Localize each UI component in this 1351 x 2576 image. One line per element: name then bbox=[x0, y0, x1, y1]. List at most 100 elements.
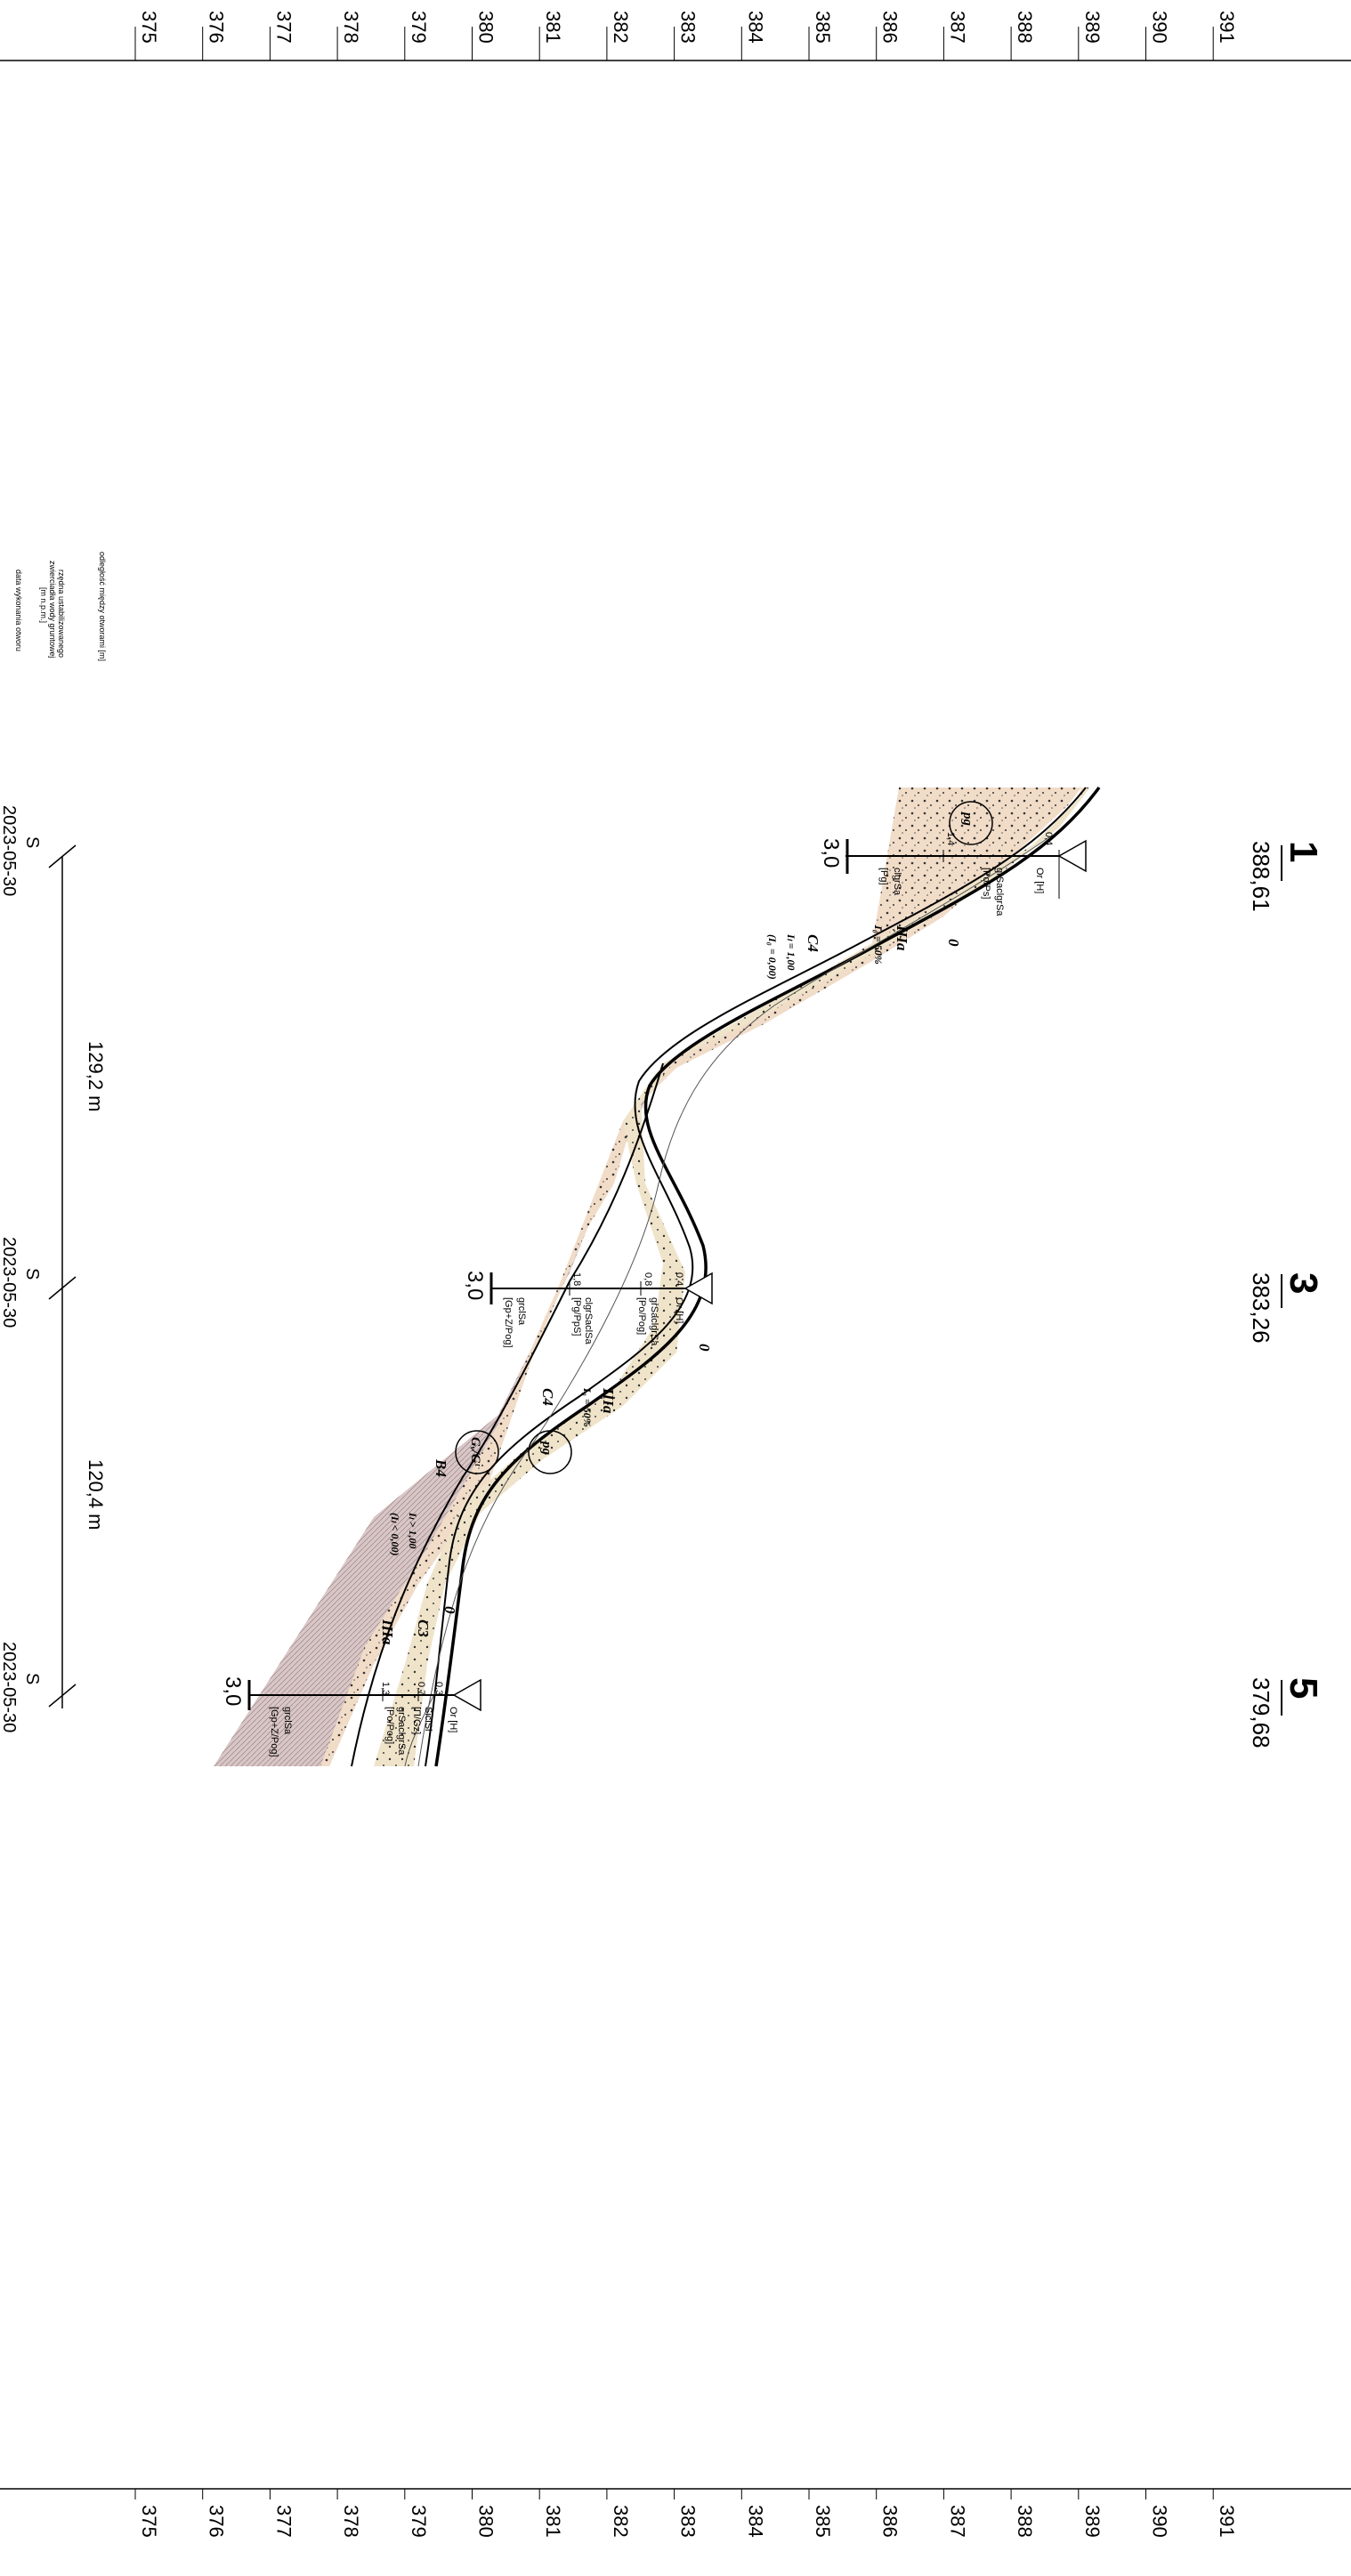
scale-label: 391 bbox=[1216, 11, 1238, 44]
borehole-s: S bbox=[22, 1268, 42, 1280]
bottom-scale-ticks: 375 376 377 378 379 380 381 382 383 384 385 386 387 3… bbox=[134, 2489, 1238, 2538]
scale-label: 383 bbox=[677, 11, 700, 44]
water-level-marker bbox=[452, 1678, 481, 1712]
borehole-3 bbox=[455, 1272, 713, 1474]
scale-label: 377 bbox=[272, 2505, 295, 2538]
soil-code: [Π/Gz] bbox=[411, 1707, 422, 1734]
scale-label: 385 bbox=[812, 2505, 834, 2538]
scale-label: 386 bbox=[879, 11, 902, 44]
layer-note: Iₗ = 1,00 bbox=[785, 933, 797, 971]
scale-label: 389 bbox=[1081, 2505, 1104, 2538]
layer-boundary-1 bbox=[351, 1062, 664, 1767]
scale-label: 388 bbox=[1014, 2505, 1036, 2538]
depth-mark: 0,8 bbox=[643, 1272, 653, 1286]
depth-mark: 1,4 bbox=[945, 832, 956, 845]
soil-code: grSaclgrSa bbox=[994, 868, 1005, 917]
scale-label: 390 bbox=[1149, 2505, 1171, 2538]
layer-label: C3 bbox=[415, 1619, 432, 1637]
scale-label: 386 bbox=[879, 2505, 902, 2538]
distance-label: 120,4 m bbox=[85, 1459, 107, 1530]
soil-code: [Po/Pog] bbox=[636, 1297, 647, 1335]
soil-code: [Po/Ps] bbox=[981, 868, 991, 899]
scale-label: 382 bbox=[610, 2505, 632, 2538]
scale-label: 387 bbox=[946, 2505, 968, 2538]
scale-label: 381 bbox=[542, 11, 564, 44]
scale-label: 385 bbox=[812, 11, 834, 44]
borehole-depth: 3,0 bbox=[819, 838, 843, 868]
layer-label: B4 bbox=[433, 1458, 449, 1477]
sample-circle-3 bbox=[455, 1430, 499, 1474]
scale-label: 384 bbox=[744, 2505, 766, 2538]
scale-label: 381 bbox=[542, 2505, 564, 2538]
layer-label: IIIa bbox=[600, 1387, 617, 1414]
terrain-surface-inner bbox=[425, 787, 1087, 1767]
scale-label: 384 bbox=[744, 11, 766, 44]
scale-label: 376 bbox=[206, 11, 228, 44]
legend-water-3: [m n.p.m.] bbox=[39, 587, 48, 623]
borehole-depth: 3,0 bbox=[463, 1271, 487, 1300]
depth-mark: 1,3 bbox=[380, 1682, 391, 1695]
scale-label: 375 bbox=[138, 11, 160, 44]
borehole-5 bbox=[247, 1678, 481, 1712]
scale-label: 380 bbox=[475, 11, 498, 44]
depth-mark: 1,8 bbox=[571, 1272, 582, 1286]
borehole-1 bbox=[845, 801, 1087, 899]
layer-note: (I₀ = 0,00) bbox=[766, 934, 779, 980]
layer-note: I₀ = 50% bbox=[581, 1387, 594, 1427]
layer-label: IIIa bbox=[379, 1619, 396, 1645]
borehole-date: 2023-05-30 bbox=[0, 1642, 19, 1732]
layer-note: Iₗ > 1,00 bbox=[407, 1512, 419, 1549]
soil-code: Or [H] bbox=[448, 1707, 458, 1732]
legend-water-1: rzędna ustabilizowanego bbox=[57, 569, 66, 658]
soil-code: [Gp+Z/Pog] bbox=[269, 1707, 279, 1757]
scale-label: 378 bbox=[340, 11, 362, 44]
borehole-date: 2023-05-30 bbox=[0, 1237, 19, 1328]
water-level-marker bbox=[684, 1272, 713, 1305]
soil-code: [Pg] bbox=[878, 868, 889, 885]
sample-circle-1 bbox=[949, 801, 993, 845]
borehole-s: S bbox=[22, 836, 42, 848]
legend-water-2: zwierciadła wody gruntowej bbox=[48, 561, 57, 658]
borehole-s: S bbox=[22, 1673, 42, 1684]
layer-boundary-2 bbox=[417, 836, 1051, 1767]
scale-label: 379 bbox=[408, 11, 430, 44]
sample-circle-2 bbox=[528, 1430, 572, 1474]
depth-mark: 0,4 bbox=[674, 1272, 684, 1286]
legend-distance: odległość między otworami [m] bbox=[98, 552, 107, 661]
soil-code: [Gp+Z/Pog] bbox=[503, 1297, 514, 1348]
soil-code: grclSa bbox=[282, 1707, 293, 1735]
borehole-elevation: 383,26 bbox=[1248, 1272, 1274, 1344]
scale-label: 378 bbox=[340, 2505, 362, 2538]
scale-label: 389 bbox=[1081, 11, 1104, 44]
water-level-marker bbox=[1057, 839, 1087, 873]
borehole-number: 5 bbox=[1282, 1677, 1325, 1699]
borehole-number: 3 bbox=[1282, 1272, 1325, 1294]
layer-label: C4 bbox=[805, 934, 821, 952]
soil-code: grclSa bbox=[516, 1297, 527, 1326]
soil-code: SiclSl bbox=[423, 1707, 433, 1732]
layer-label: 0 bbox=[441, 1606, 458, 1614]
soil-code: clgrSaclSa bbox=[583, 1297, 594, 1345]
scale-label: 387 bbox=[946, 11, 968, 44]
soil-code: [Po/Pog] bbox=[384, 1707, 395, 1744]
distance-label: 129,2 m bbox=[85, 1041, 107, 1112]
depth-mark: 0,7 bbox=[416, 1682, 426, 1695]
soil-code: [Pg/PpS] bbox=[571, 1297, 582, 1336]
scale-label: 376 bbox=[206, 2505, 228, 2538]
layer-note: I₀ = 50% bbox=[872, 925, 885, 965]
layer-boundary-3 bbox=[404, 1690, 437, 1767]
depth-mark: 0,3 bbox=[433, 1682, 444, 1695]
sample-label: pg bbox=[960, 811, 975, 827]
legend-date: data wykonania otworu bbox=[14, 569, 23, 651]
scale-label: 375 bbox=[138, 2505, 160, 2538]
scale-label: 388 bbox=[1014, 11, 1036, 44]
terrain-surface bbox=[434, 786, 1101, 1767]
layer-note: (Iₗ < 0,00) bbox=[389, 1513, 401, 1556]
scale-label: 390 bbox=[1149, 11, 1171, 44]
sample-label: Gᵥ/Gᵗ bbox=[468, 1437, 482, 1467]
scale-label: 382 bbox=[610, 11, 632, 44]
soil-code: clgrSa bbox=[892, 868, 902, 896]
scale-label: 380 bbox=[475, 2505, 498, 2538]
top-scale-ticks: 375 376 377 378 379 380 381 382 383 384 385 386 387 3… bbox=[134, 11, 1238, 61]
